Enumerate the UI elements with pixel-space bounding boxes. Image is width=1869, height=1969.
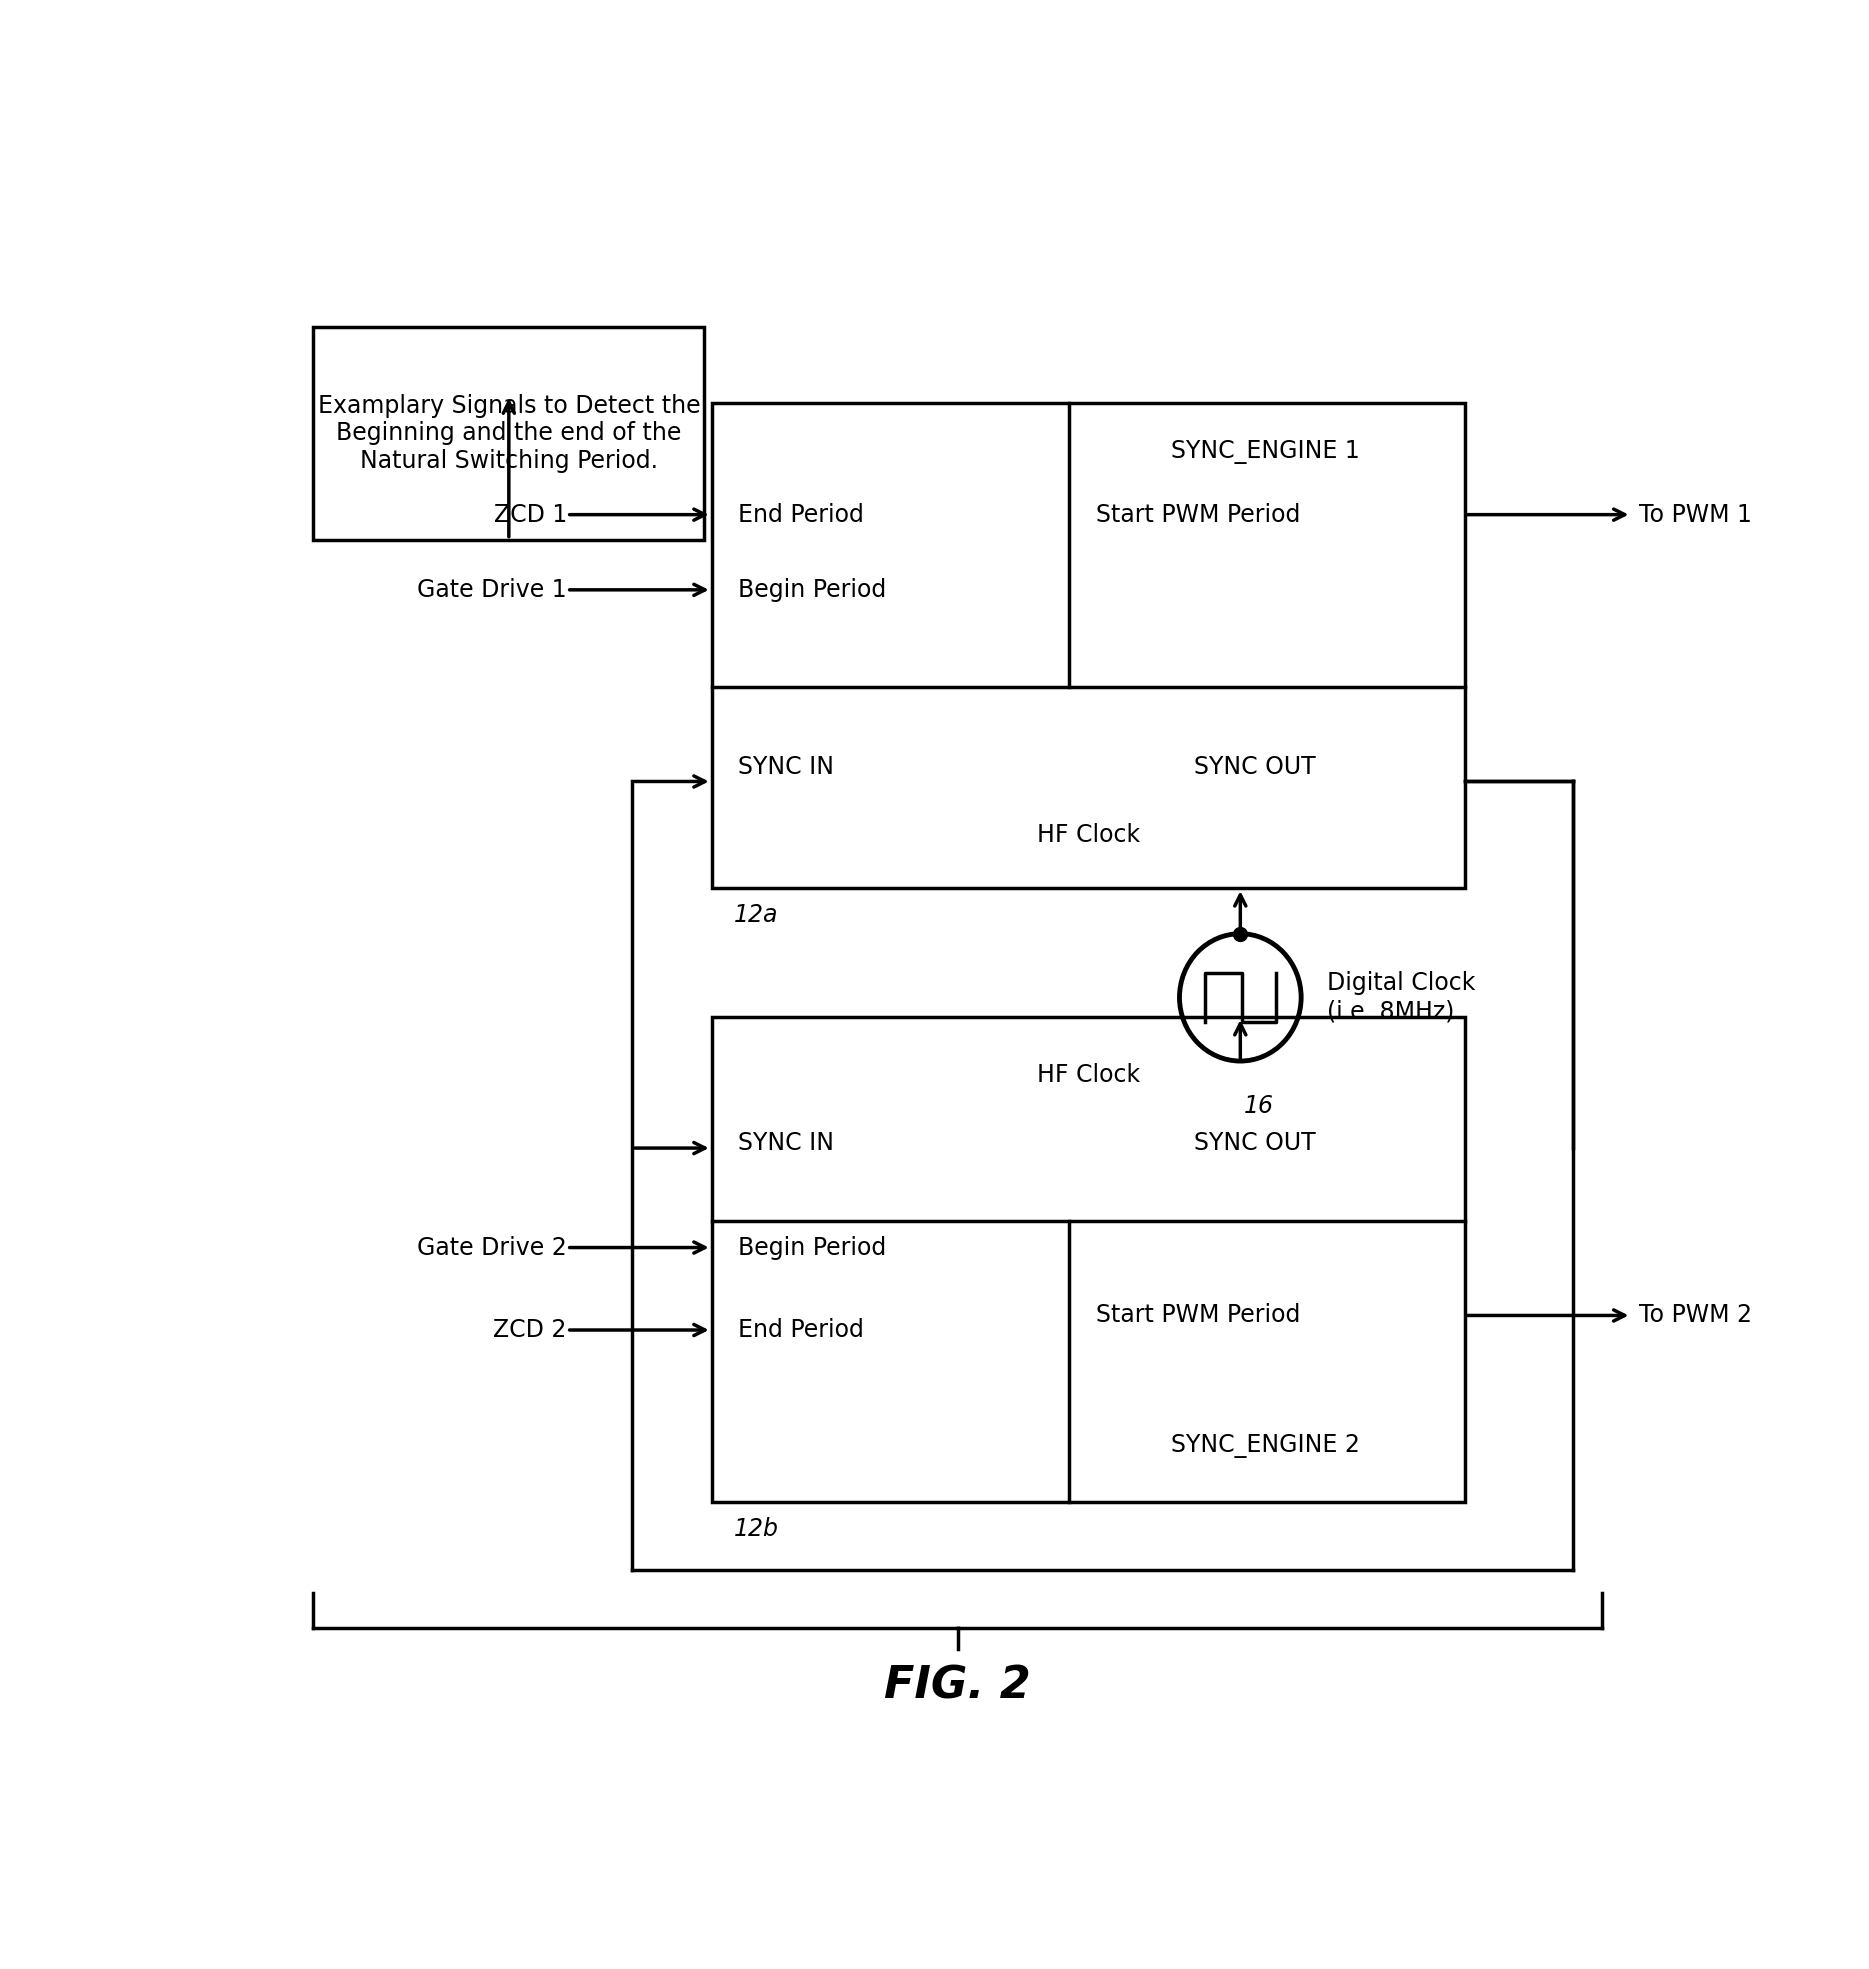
FancyBboxPatch shape <box>712 404 1465 888</box>
Text: Digital Clock
(i.e. 8MHz): Digital Clock (i.e. 8MHz) <box>1327 971 1477 1024</box>
Text: 12a: 12a <box>733 904 778 927</box>
Text: SYNC_ENGINE 2: SYNC_ENGINE 2 <box>1170 1435 1359 1459</box>
Text: End Period: End Period <box>738 1317 863 1343</box>
Text: SYNC IN: SYNC IN <box>738 754 834 780</box>
FancyBboxPatch shape <box>314 327 705 540</box>
Text: FIG. 2: FIG. 2 <box>884 1664 1032 1707</box>
Text: SYNC OUT: SYNC OUT <box>1194 1132 1316 1156</box>
Text: Begin Period: Begin Period <box>738 1235 886 1260</box>
Text: Gate Drive 1: Gate Drive 1 <box>417 577 566 603</box>
Text: Start PWM Period: Start PWM Period <box>1095 502 1301 526</box>
Text: Examplary Signals to Detect the
Beginning and the end of the
Natural Switching P: Examplary Signals to Detect the Beginnin… <box>318 394 701 473</box>
FancyBboxPatch shape <box>712 1018 1465 1502</box>
Text: 16: 16 <box>1243 1095 1273 1118</box>
Text: Gate Drive 2: Gate Drive 2 <box>417 1235 566 1260</box>
Text: SYNC_ENGINE 1: SYNC_ENGINE 1 <box>1170 439 1359 463</box>
Text: To PWM 1: To PWM 1 <box>1639 502 1751 526</box>
Text: To PWM 2: To PWM 2 <box>1639 1303 1751 1327</box>
Text: Start PWM Period: Start PWM Period <box>1095 1303 1301 1327</box>
Text: ZCD 2: ZCD 2 <box>493 1317 566 1343</box>
Text: SYNC OUT: SYNC OUT <box>1194 754 1316 780</box>
Text: Begin Period: Begin Period <box>738 577 886 603</box>
Text: End Period: End Period <box>738 502 863 526</box>
Text: SYNC IN: SYNC IN <box>738 1132 834 1156</box>
Text: HF Clock: HF Clock <box>1037 823 1140 847</box>
Text: ZCD 1: ZCD 1 <box>493 502 566 526</box>
Text: 12b: 12b <box>733 1518 778 1542</box>
Text: HF Clock: HF Clock <box>1037 1063 1140 1087</box>
